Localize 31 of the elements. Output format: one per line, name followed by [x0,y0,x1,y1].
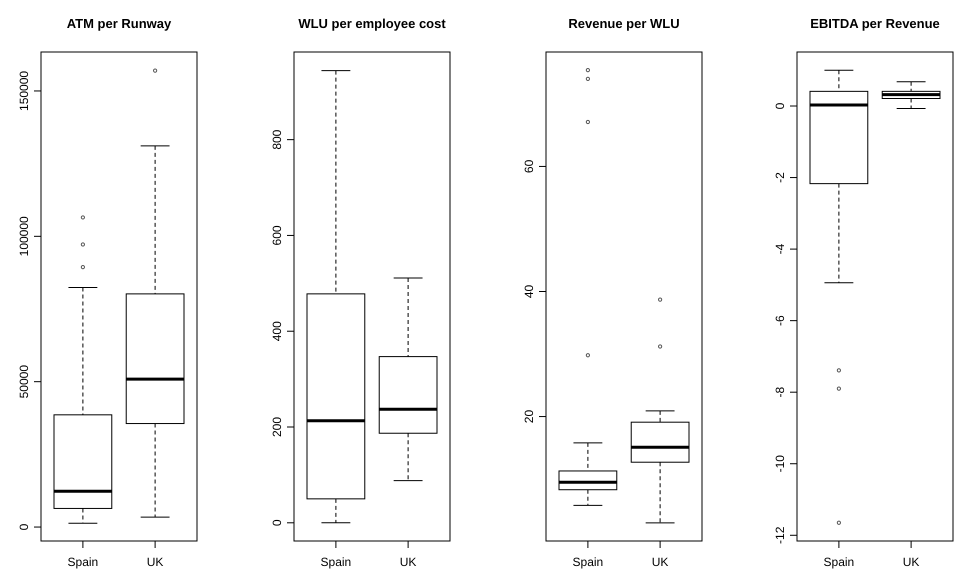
y-tick-label: 800 [270,129,284,150]
y-tick-label: 0 [773,102,787,110]
y-tick-label: 0 [17,523,31,530]
x-tick-label: Spain [320,555,352,569]
y-tick-label: 600 [270,225,284,246]
x-tick-label: UK [146,555,164,569]
y-tick-label: 40 [522,284,536,298]
y-tick-label: 60 [522,159,536,174]
y-tick-label: -8 [773,386,787,398]
y-tick-label: 200 [270,416,284,438]
y-tick-label: 0 [270,519,284,526]
y-tick-label: 150000 [17,70,31,111]
chart-title: EBITDA per Revenue [810,16,940,31]
y-tick-label: 100000 [17,216,31,256]
chart-title: ATM per Runway [66,16,172,31]
y-tick-label: -4 [773,243,787,254]
y-tick-label: -6 [773,314,787,326]
x-tick-label: Spain [572,555,604,569]
chart-title: Revenue per WLU [568,16,680,31]
chart-title: WLU per employee cost [298,16,446,31]
y-tick-label: -2 [773,172,787,183]
x-tick-label: UK [400,555,416,569]
y-tick-label: 50000 [17,364,31,398]
x-tick-label: Spain [824,555,854,569]
y-tick-label: -12 [773,526,787,544]
y-tick-label: 400 [270,320,284,342]
x-tick-label: Spain [68,555,98,569]
y-tick-label: 20 [522,410,536,424]
y-tick-label: -10 [773,454,787,472]
x-tick-label: UK [902,555,920,569]
x-tick-label: UK [652,555,668,569]
